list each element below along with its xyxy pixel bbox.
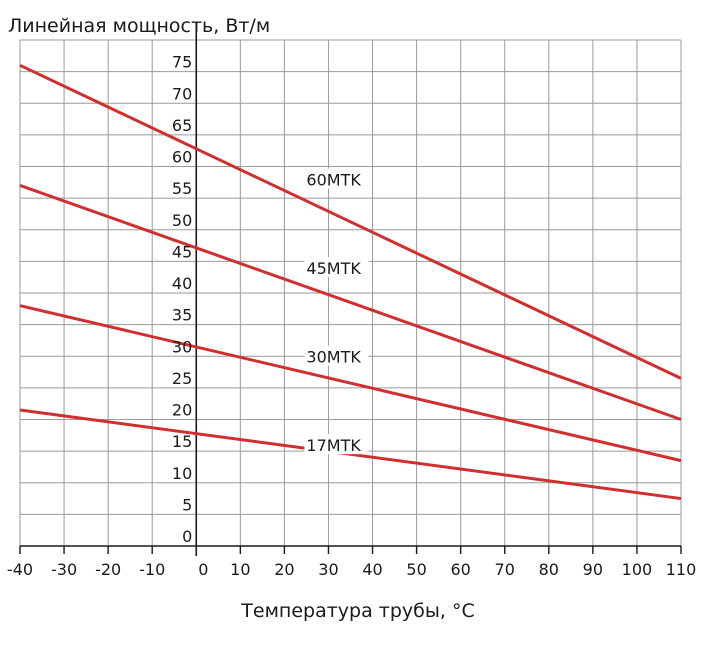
x-tick-label: -30 (51, 560, 77, 579)
x-tick-label: -10 (139, 560, 165, 579)
y-tick-label: 20 (172, 401, 192, 420)
x-tick-label: 110 (666, 560, 697, 579)
y-tick-label: 25 (172, 369, 192, 388)
series-label-30mtk: 30MTK (306, 348, 361, 367)
y-tick-label: 10 (172, 464, 192, 483)
series-line-17mtk (19, 408, 682, 501)
y-axis-title: Линейная мощность, Вт/м (8, 15, 270, 37)
series-label-backdrop (304, 257, 369, 278)
y-tick-label: 55 (172, 179, 192, 198)
series-label-60mtk: 60MTK (306, 170, 361, 189)
series-label-backdrop (304, 434, 369, 455)
grid (19, 39, 682, 547)
y-tick-label: 0 (182, 527, 192, 546)
y-tick-label: 45 (172, 242, 192, 261)
x-tick-label: 60 (450, 560, 470, 579)
y-tick-label: 30 (172, 337, 192, 356)
series-label-backdrop (304, 168, 369, 189)
x-tick-label: 20 (274, 560, 294, 579)
y-tick-labels: 0 5 10 15 20 25 30 35 40 45 50 55 60 65 70 75 (172, 53, 192, 546)
x-tick-label: -40 (7, 560, 33, 579)
series-labels: 60MTK 45MTK 30MTK 17MTK (304, 168, 369, 455)
series-line-45mtk (19, 184, 682, 421)
x-tick-label: -20 (95, 560, 121, 579)
x-tick-label: 0 (198, 560, 208, 579)
axes (19, 22, 682, 556)
y-tick-label: 65 (172, 116, 192, 135)
series-line-30mtk (19, 304, 682, 463)
y-tick-label: 15 (172, 432, 192, 451)
x-tick-label: 10 (230, 560, 250, 579)
x-tick-label: 30 (318, 560, 338, 579)
y-tick-label: 60 (172, 148, 192, 167)
series-label-backdrop (304, 345, 369, 366)
y-tick-label: 35 (172, 306, 192, 325)
x-axis-title: Температура трубы, °C (240, 600, 474, 622)
x-tick-label: 40 (362, 560, 382, 579)
x-tick-label: 90 (583, 560, 603, 579)
x-tick-label: 100 (622, 560, 653, 579)
y-tick-label: 75 (172, 53, 192, 72)
y-tick-label: 70 (172, 84, 192, 103)
x-tick-label: 80 (539, 560, 559, 579)
x-tick-labels: -40 -30 -20 -10 0 10 20 30 40 50 60 70 80 90 100 110 (7, 560, 696, 579)
series-label-45mtk: 45MTK (306, 259, 361, 278)
y-tick-label: 50 (172, 211, 192, 230)
series-line-60mtk (19, 63, 682, 380)
y-tick-label: 5 (182, 495, 192, 514)
x-tick-label: 50 (406, 560, 426, 579)
series-label-17mtk: 17MTK (306, 436, 361, 455)
y-tick-label: 40 (172, 274, 192, 293)
series-lines (19, 63, 682, 501)
x-tick-label: 70 (495, 560, 515, 579)
